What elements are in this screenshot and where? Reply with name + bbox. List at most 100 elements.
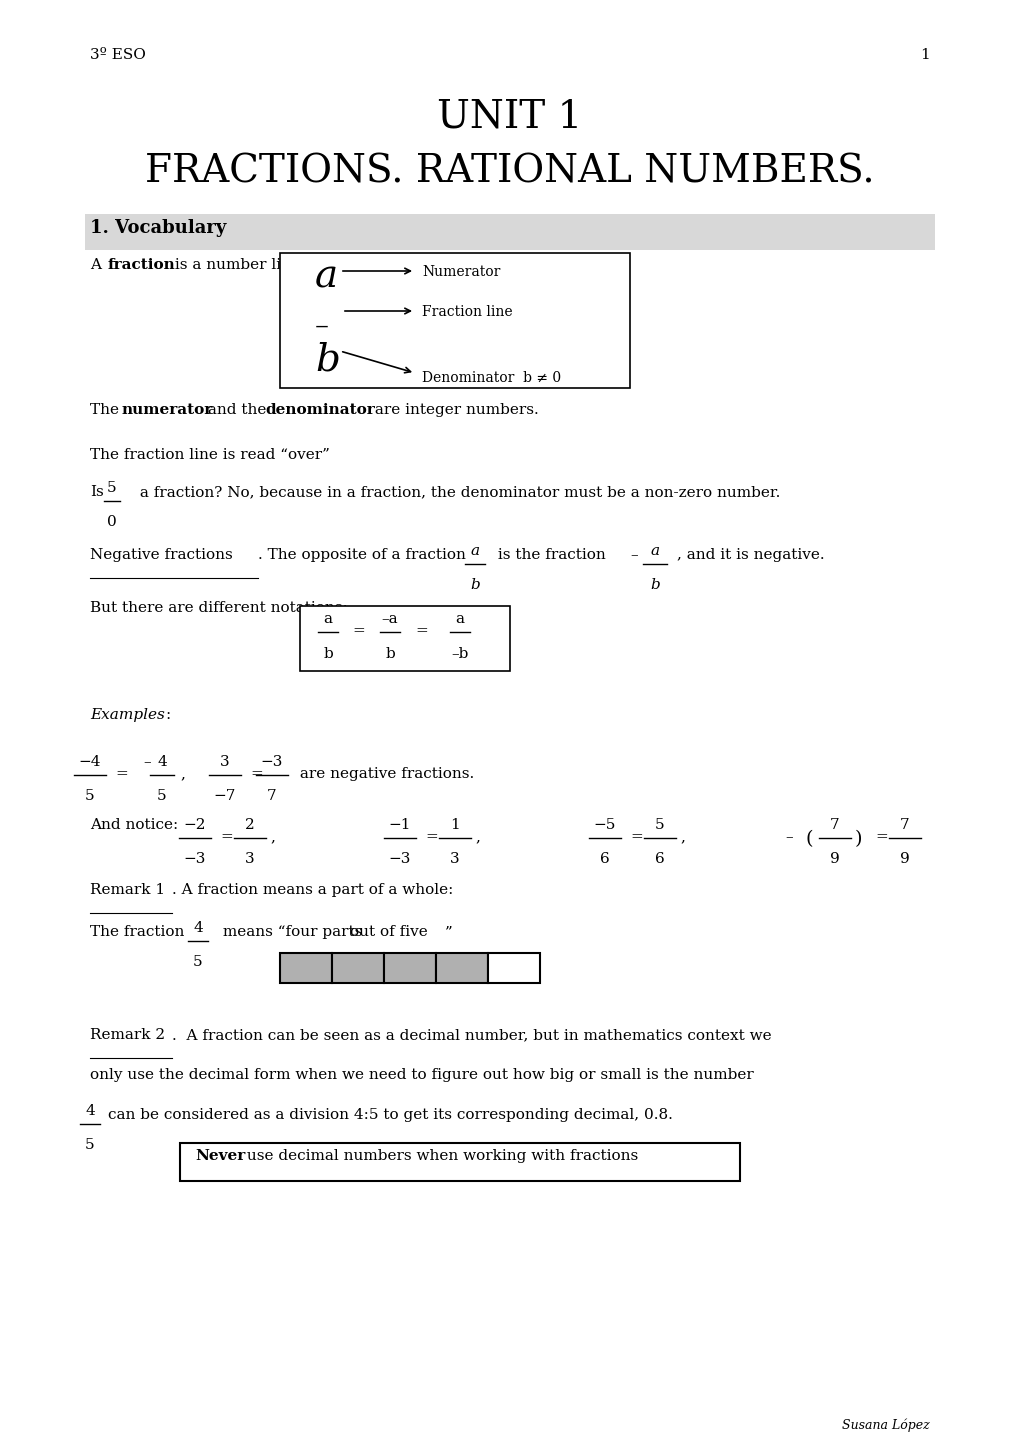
Text: 7: 7 — [829, 818, 839, 833]
Bar — [487, 952, 539, 983]
Text: −3: −3 — [183, 851, 206, 866]
Text: =: = — [220, 830, 232, 844]
Text: can be considered as a division 4:5 to get its corresponding decimal, 0.8.: can be considered as a division 4:5 to g… — [108, 1108, 673, 1123]
Text: 5: 5 — [86, 1139, 95, 1152]
Text: 9: 9 — [829, 851, 839, 866]
Text: Remark 1: Remark 1 — [90, 883, 165, 898]
Bar — [85, 214, 934, 250]
Text: =: = — [115, 768, 127, 781]
Text: a: a — [323, 612, 332, 626]
Text: 4: 4 — [157, 755, 167, 769]
Text: −5: −5 — [593, 818, 615, 833]
Text: 0: 0 — [107, 515, 117, 530]
Text: . A fraction means a part of a whole:: . A fraction means a part of a whole: — [172, 883, 452, 898]
Text: fraction: fraction — [108, 258, 175, 271]
Text: The fraction: The fraction — [90, 925, 184, 939]
Text: and the: and the — [203, 403, 271, 417]
Text: –: – — [143, 755, 151, 769]
Text: But there are different notations:: But there are different notations: — [90, 600, 347, 615]
Text: –: – — [785, 830, 792, 844]
Text: 3: 3 — [449, 851, 460, 866]
Text: =: = — [425, 830, 437, 844]
Text: =: = — [874, 830, 887, 844]
Text: =: = — [352, 623, 365, 638]
Text: Examples: Examples — [90, 709, 165, 722]
Text: 1. Vocabulary: 1. Vocabulary — [90, 219, 226, 237]
Text: −3: −3 — [388, 851, 411, 866]
Text: b: b — [315, 341, 339, 378]
Text: out of five: out of five — [350, 925, 427, 939]
Text: −1: −1 — [388, 818, 411, 833]
Text: 5: 5 — [654, 818, 664, 833]
Text: is the fraction: is the fraction — [492, 548, 610, 561]
Text: a fraction? No, because in a fraction, the denominator must be a non-zero number: a fraction? No, because in a fraction, t… — [135, 485, 780, 499]
Text: ,: , — [475, 830, 479, 844]
Text: 2: 2 — [245, 818, 255, 833]
Bar — [280, 952, 331, 983]
Bar — [179, 1143, 739, 1180]
Text: use decimal numbers when working with fractions: use decimal numbers when working with fr… — [242, 1149, 638, 1163]
Text: 1: 1 — [919, 48, 929, 62]
Text: Remark 2: Remark 2 — [90, 1027, 165, 1042]
Text: b: b — [385, 646, 394, 661]
Text: ,: , — [179, 768, 184, 781]
Text: b: b — [323, 646, 332, 661]
Text: –: – — [315, 313, 329, 341]
Text: a: a — [470, 544, 479, 558]
Text: Fraction line: Fraction line — [422, 304, 513, 319]
Text: b: b — [470, 579, 479, 592]
Text: FRACTIONS. RATIONAL NUMBERS.: FRACTIONS. RATIONAL NUMBERS. — [145, 153, 874, 190]
Text: ): ) — [854, 830, 862, 848]
Text: –b: –b — [450, 646, 468, 661]
Text: −3: −3 — [261, 755, 283, 769]
Bar — [383, 952, 435, 983]
Bar — [331, 952, 383, 983]
Text: means “four parts: means “four parts — [218, 925, 367, 939]
Text: a: a — [650, 544, 659, 558]
Text: Numerator: Numerator — [422, 266, 500, 278]
Text: only use the decimal form when we need to figure out how big or small is the num: only use the decimal form when we need t… — [90, 1068, 753, 1082]
Bar — [300, 606, 510, 671]
Text: −4: −4 — [78, 755, 101, 769]
Text: 5: 5 — [86, 789, 95, 802]
Text: , and it is negative.: , and it is negative. — [677, 548, 823, 561]
Text: =: = — [250, 768, 263, 781]
Text: 5: 5 — [193, 955, 203, 970]
Text: −7: −7 — [214, 789, 236, 802]
Text: 5: 5 — [107, 481, 117, 495]
Text: ,: , — [680, 830, 684, 844]
Text: =: = — [415, 623, 427, 638]
Text: 6: 6 — [654, 851, 664, 866]
Text: The: The — [90, 403, 123, 417]
Text: numerator: numerator — [122, 403, 213, 417]
Text: denominator: denominator — [265, 403, 374, 417]
Text: The fraction line is read “over”: The fraction line is read “over” — [90, 447, 329, 462]
Bar — [280, 253, 630, 388]
Text: –a: –a — [381, 612, 398, 626]
Text: are negative fractions.: are negative fractions. — [294, 768, 474, 781]
Text: Negative fractions: Negative fractions — [90, 548, 232, 561]
Text: b: b — [649, 579, 659, 592]
Text: A: A — [90, 258, 106, 271]
Text: :: : — [165, 709, 170, 722]
Text: =: = — [630, 830, 642, 844]
Text: 4: 4 — [193, 921, 203, 935]
Text: . The opposite of a fraction: . The opposite of a fraction — [258, 548, 471, 561]
Text: 3: 3 — [220, 755, 229, 769]
Text: 5: 5 — [157, 789, 167, 802]
Text: a: a — [455, 612, 464, 626]
Text: And notice:: And notice: — [90, 818, 178, 833]
Text: Is: Is — [90, 485, 104, 499]
Text: 1: 1 — [449, 818, 460, 833]
Text: ”: ” — [444, 925, 452, 939]
Text: are integer numbers.: are integer numbers. — [370, 403, 538, 417]
Text: Denominator  b ≠ 0: Denominator b ≠ 0 — [422, 371, 560, 385]
Text: 6: 6 — [599, 851, 609, 866]
Text: 4: 4 — [85, 1104, 95, 1118]
Text: Susana López: Susana López — [842, 1418, 929, 1431]
Bar — [435, 952, 487, 983]
Text: Never: Never — [195, 1149, 245, 1163]
Text: 3º ESO: 3º ESO — [90, 48, 146, 62]
Text: is a number like this:: is a number like this: — [170, 258, 337, 271]
Text: a: a — [315, 258, 337, 294]
